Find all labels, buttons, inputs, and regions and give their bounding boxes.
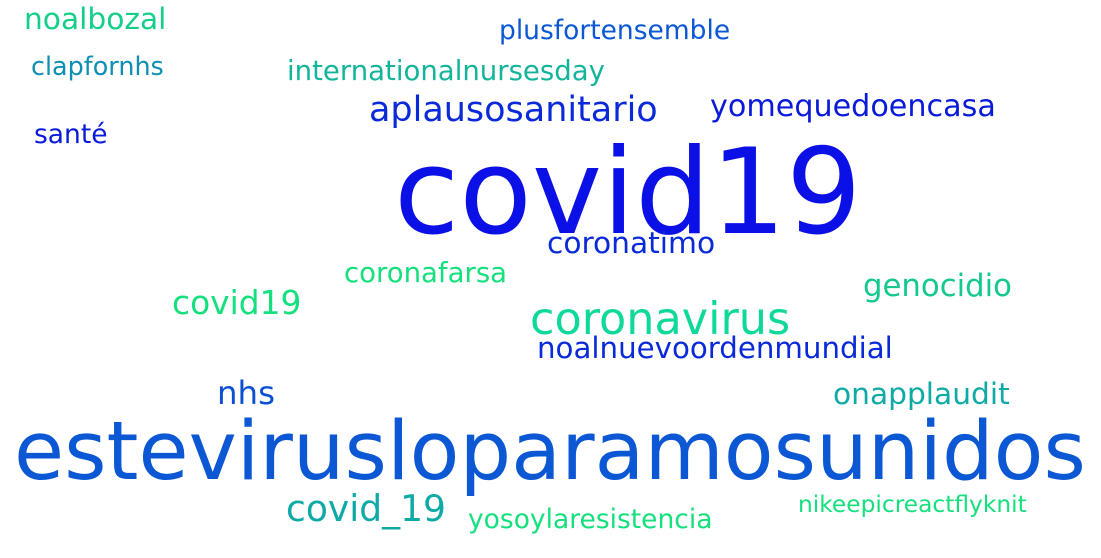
word-covid-underscore-19: covid_19 [286, 491, 446, 527]
word-aplausosanitario: aplausosanitario [369, 93, 658, 128]
word-coronafarsa: coronafarsa [344, 260, 507, 288]
word-nhs: nhs [217, 377, 275, 409]
word-plusfortensemble: plusfortensemble [499, 18, 730, 45]
word-onapplaudit: onapplaudit [833, 379, 1010, 409]
word-covid-unit-separator-19: covid 19 [172, 287, 301, 320]
word-sante: santé [34, 122, 108, 149]
word-clapfornhs: clapfornhs [31, 54, 164, 79]
word-estevirusloparamosunidos: estevirusloparamosunidos [14, 411, 1086, 492]
word-yomequedoencasa: yomequedoencasa [710, 92, 996, 122]
word-nikeepicreactflyknit: nikeepicreactflyknit [798, 493, 1027, 516]
word-noalbozal: noalbozal [24, 4, 166, 34]
word-noalnuevoordenmundial: noalnuevoordenmundial [537, 334, 893, 363]
word-genocidio: genocidio [863, 271, 1012, 302]
word-internationalnursesday: internationalnursesday [287, 58, 605, 86]
word-coronatimo: coronatimo [547, 228, 715, 258]
word-yosoylaresistencia: yosoylaresistencia [468, 507, 712, 534]
